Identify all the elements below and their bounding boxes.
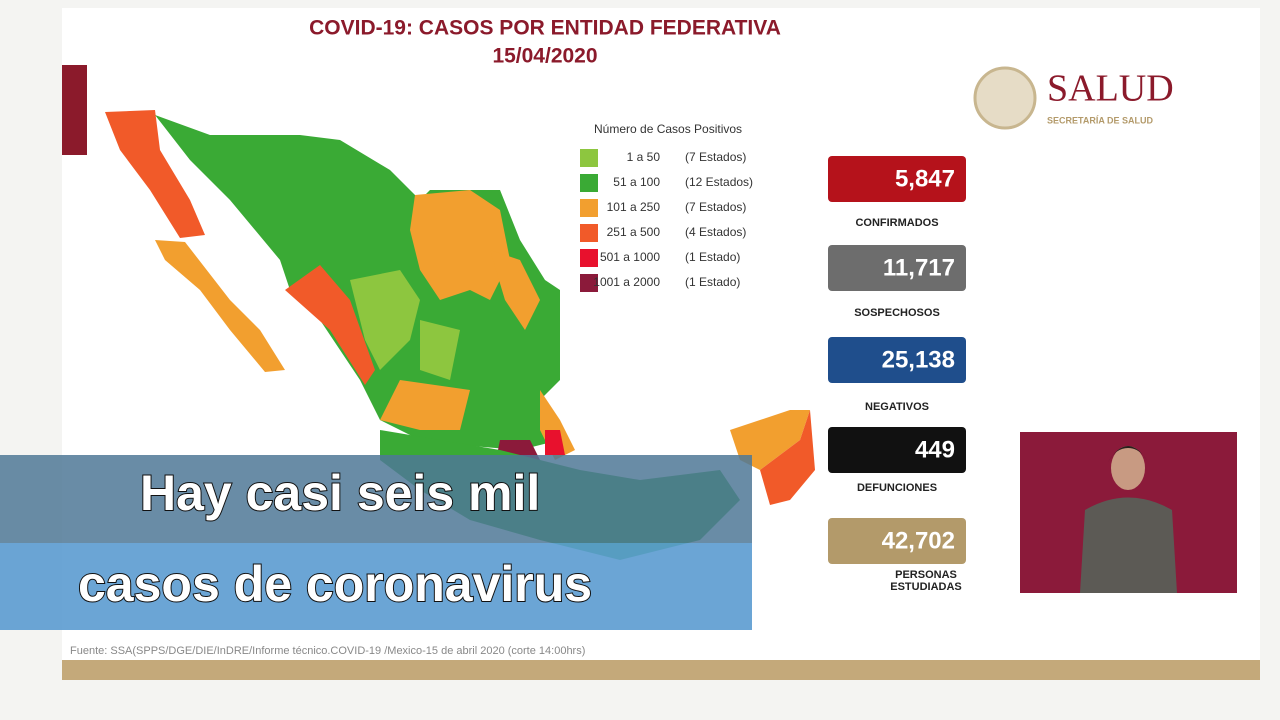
- stat-box: [828, 245, 966, 291]
- logo: SALUD SECRETARÍA DE SALUD: [973, 66, 1174, 130]
- stat-box: [828, 427, 966, 473]
- title: COVID-19: CASOS POR ENTIDAD FEDERATIVA: [309, 17, 781, 40]
- legend-range: 51 a 100: [613, 175, 660, 189]
- stat-value: 5,847: [895, 165, 955, 192]
- region: [155, 240, 285, 372]
- region: [380, 380, 470, 430]
- legend-count: (7 Estados): [685, 150, 746, 164]
- caption-line: Hay casi seis mil: [140, 465, 540, 521]
- caption-band: [0, 543, 752, 630]
- legend-range: 501 a 1000: [600, 250, 660, 264]
- stat-label: PERSONAS ESTUDIADAS: [890, 569, 962, 593]
- legend-range: 1 a 50: [627, 150, 661, 164]
- stat-label: SOSPECHOSOS: [854, 307, 940, 319]
- stat-label: DEFUNCIONES: [857, 482, 937, 494]
- region: [490, 250, 540, 330]
- stat-value: 25,138: [882, 346, 955, 373]
- legend-swatch: [580, 274, 598, 292]
- interpreter-head: [1111, 446, 1145, 490]
- legend-swatch: [580, 149, 598, 167]
- stat-value: 42,702: [882, 527, 955, 554]
- logo-name: SALUD: [1047, 68, 1174, 110]
- legend-swatch: [580, 249, 598, 267]
- side-bar: [62, 65, 87, 155]
- stat-label: CONFIRMADOS: [855, 217, 938, 229]
- region: [105, 110, 205, 238]
- legend-swatch: [580, 224, 598, 242]
- date: 15/04/2020: [492, 45, 597, 68]
- legend: 1 a 50 (7 Estados) 51 a 100 (12 Estados) 101…: [580, 149, 753, 292]
- interpreter: [1020, 432, 1237, 593]
- region: [285, 265, 375, 385]
- stat-label: NEGATIVOS: [865, 401, 929, 413]
- legend-count: (7 Estados): [685, 200, 746, 214]
- legend-swatch: [580, 174, 598, 192]
- caption-band: [0, 455, 752, 543]
- legend-count: (12 Estados): [685, 175, 753, 189]
- legend-count: (1 Estado): [685, 250, 740, 264]
- legend-count: (4 Estados): [685, 225, 746, 239]
- legend-swatch: [580, 199, 598, 217]
- interpreter-hair: [1108, 446, 1148, 462]
- emblem: [973, 66, 1037, 130]
- interpreter-body: [1080, 497, 1177, 593]
- caption-line: casos de coronavirus: [78, 556, 592, 612]
- legend-range: 1001 a 2000: [593, 275, 660, 289]
- source: Fuente: SSA(SPPS/DGE/DIE/InDRE/Informe t…: [70, 645, 585, 657]
- logo-subtitle: SECRETARÍA DE SALUD: [1047, 115, 1154, 125]
- region: [350, 270, 420, 370]
- legend-range: 251 a 500: [607, 225, 661, 239]
- legend-count: (1 Estado): [685, 275, 740, 289]
- stat-value: 449: [915, 436, 955, 463]
- region: [420, 320, 460, 380]
- stat-box: [828, 156, 966, 202]
- region: [760, 410, 815, 505]
- legend-range: 101 a 250: [607, 200, 661, 214]
- stat-value: 11,717: [883, 254, 955, 281]
- stats: 5,847 CONFIRMADOS 11,717 SOSPECHOSOS 25,138 N…: [828, 156, 966, 593]
- gold-stripe: [62, 660, 1260, 680]
- region: [410, 190, 510, 300]
- legend-title: Número de Casos Positivos: [594, 122, 742, 136]
- region: [545, 430, 565, 455]
- stat-box: [828, 518, 966, 564]
- stat-box: [828, 337, 966, 383]
